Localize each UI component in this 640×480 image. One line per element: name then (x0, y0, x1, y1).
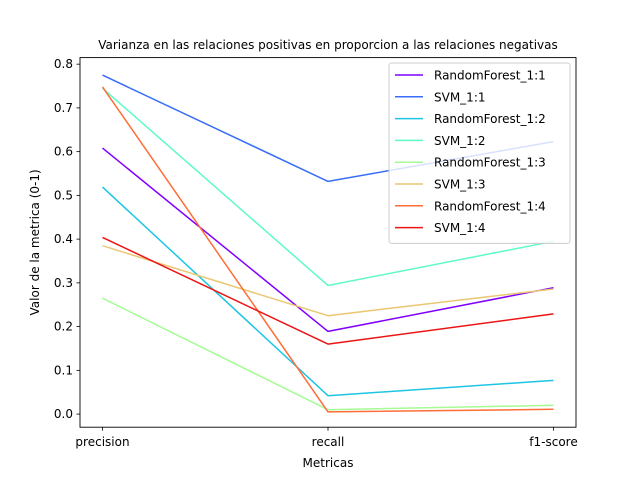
y-axis: 0.0 0.1 0.2 0.3 0.4 0.5 0.6 0.7 0.8 (54, 57, 80, 421)
y-tick-label: 0.2 (54, 320, 73, 334)
series-line-2 (101, 186, 554, 397)
legend-label: SVM_1:1 (434, 90, 486, 104)
series-line-7 (102, 236, 554, 345)
legend-label: SVM_1:2 (434, 134, 486, 148)
y-tick-label: 0.5 (54, 188, 73, 202)
series-line-0 (102, 147, 554, 333)
series-line-6 (101, 86, 554, 413)
y-tick-label: 0.0 (54, 407, 73, 421)
legend-label: RandomForest_1:3 (434, 156, 546, 170)
y-tick-label: 0.8 (54, 57, 73, 71)
legend-label: RandomForest_1:2 (434, 112, 546, 126)
y-tick-label: 0.7 (54, 101, 73, 115)
y-axis-label: Valor de la metrica (0-1) (28, 169, 42, 315)
legend-label: SVM_1:4 (434, 221, 486, 235)
x-tick-label: recall (312, 435, 345, 449)
x-tick-label: f1-score (529, 435, 577, 449)
x-axis-label: Metricas (303, 456, 354, 470)
x-tick-label: precision (75, 435, 129, 449)
y-tick-label: 0.6 (54, 145, 73, 159)
legend-frame (388, 62, 571, 244)
series-lines (101, 74, 554, 413)
series-line-3 (102, 87, 554, 287)
legend-label: SVM_1:3 (434, 178, 486, 192)
x-axis: precision recall f1-score (75, 427, 578, 449)
y-tick-label: 0.1 (54, 363, 73, 377)
y-tick-label: 0.4 (54, 232, 73, 246)
legend: RandomForest_1:1 SVM_1:1 RandomForest_1:2 S… (388, 62, 571, 244)
y-tick-label: 0.3 (54, 276, 73, 290)
legend-label: RandomForest_1:1 (434, 69, 546, 83)
chart-title: Varianza en las relaciones positivas en … (98, 38, 558, 52)
series-line-4 (102, 297, 554, 411)
series-line-5 (102, 244, 554, 317)
legend-label: RandomForest_1:4 (434, 199, 546, 213)
